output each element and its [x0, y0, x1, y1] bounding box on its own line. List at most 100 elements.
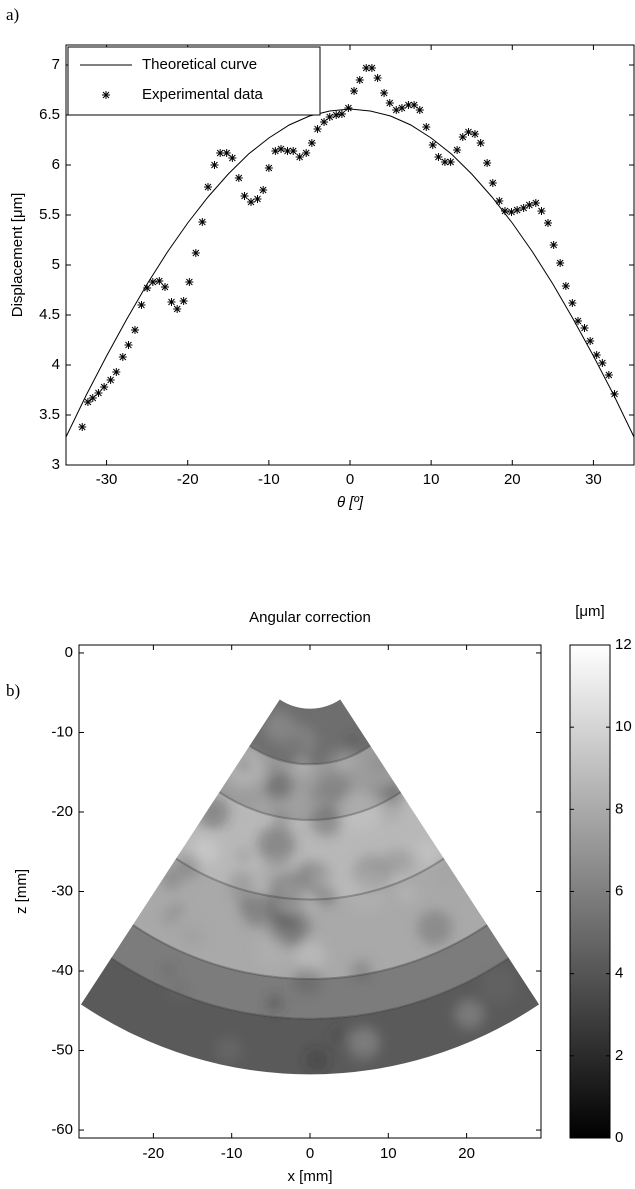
- map-blob: [350, 1046, 372, 1069]
- data-point: [204, 183, 212, 191]
- data-point: [592, 351, 601, 359]
- data-point: [446, 158, 455, 166]
- map-blob: [167, 977, 191, 1002]
- map-blob: [432, 855, 468, 891]
- data-point: [185, 278, 194, 286]
- colorbar-label: [μm]: [575, 603, 604, 620]
- colorbar-tick-label: 0: [615, 1129, 623, 1146]
- data-point: [380, 89, 389, 97]
- x-tick-label: -10: [221, 1145, 243, 1162]
- data-point: [410, 101, 419, 109]
- data-point: [397, 104, 406, 112]
- map-band: [80, 957, 540, 1075]
- map-blob: [312, 860, 333, 881]
- data-point: [302, 149, 311, 157]
- map-blob: [273, 810, 290, 827]
- map-blob: [196, 795, 230, 829]
- x-tick-label: 30: [585, 471, 602, 488]
- legend-label: Experimental data: [142, 86, 264, 103]
- map-blob: [265, 771, 294, 801]
- map-blob: [276, 721, 317, 762]
- data-point: [574, 317, 583, 325]
- data-point: [543, 219, 552, 227]
- data-point: [271, 147, 280, 155]
- y-axis-label: Displacement [μm]: [9, 193, 26, 318]
- data-point: [404, 101, 413, 109]
- y-tick-label: 6.5: [39, 106, 60, 123]
- y-tick-label: 7: [52, 56, 60, 73]
- y-tick-label: 5.5: [39, 206, 60, 223]
- map-blob: [320, 747, 360, 787]
- data-point: [507, 208, 516, 216]
- data-point: [598, 359, 607, 367]
- data-point: [392, 106, 401, 114]
- data-point: [385, 99, 394, 107]
- map-blob: [417, 910, 453, 946]
- x-axis-label: x [mm]: [288, 1168, 333, 1185]
- x-tick-label: 10: [380, 1145, 397, 1162]
- data-point: [173, 305, 182, 313]
- data-point: [83, 398, 92, 406]
- colorbar-tick-label: 2: [615, 1047, 623, 1064]
- y-tick-label: 0: [65, 644, 73, 661]
- map-blob: [454, 999, 485, 1030]
- map-blob: [162, 964, 175, 977]
- data-point: [137, 301, 146, 309]
- x-tick-label: 0: [346, 471, 354, 488]
- data-point: [537, 207, 546, 215]
- colorbar-tick-label: 4: [615, 965, 623, 982]
- map-blob: [348, 872, 386, 911]
- data-point: [355, 76, 364, 84]
- data-point: [519, 204, 528, 212]
- data-point: [307, 139, 316, 147]
- data-point: [78, 423, 87, 431]
- colorbar-tick-label: 8: [615, 800, 623, 817]
- x-tick-label: 20: [458, 1145, 475, 1162]
- y-tick-label: 3: [52, 456, 60, 473]
- data-point: [198, 218, 207, 226]
- colorbar-tick-label: 6: [615, 882, 623, 899]
- axes-frame: [65, 44, 635, 466]
- axes-frame: [78, 644, 542, 1139]
- map-seam: [248, 744, 372, 766]
- x-tick-label: 10: [423, 471, 440, 488]
- y-tick-label: 4.5: [39, 306, 60, 323]
- data-point: [415, 106, 424, 114]
- data-point: [94, 389, 103, 397]
- data-point: [561, 282, 570, 290]
- map-blob: [236, 848, 250, 862]
- data-point: [124, 341, 133, 349]
- data-point: [148, 278, 157, 286]
- map-blob: [257, 825, 296, 864]
- data-point: [580, 324, 589, 332]
- y-tick-label: -60: [51, 1121, 73, 1138]
- data-point: [332, 111, 341, 119]
- data-point: [464, 128, 473, 136]
- data-point: [325, 113, 334, 121]
- data-point: [295, 153, 304, 161]
- data-point: [337, 110, 346, 118]
- data-point: [118, 353, 127, 361]
- map-blob: [235, 894, 254, 913]
- y-tick-label: -50: [51, 1042, 73, 1059]
- panel-label: a): [6, 5, 19, 24]
- data-point: [470, 130, 479, 138]
- colorbar: [569, 644, 611, 1139]
- data-point: [586, 337, 595, 345]
- data-point: [476, 139, 485, 147]
- map-blob: [379, 799, 403, 824]
- data-point: [568, 299, 577, 307]
- data-point: [428, 141, 437, 149]
- y-axis-label: z [mm]: [13, 869, 30, 914]
- data-point: [373, 74, 382, 82]
- plot-area: [65, 64, 635, 438]
- data-point: [112, 368, 121, 376]
- y-tick-label: 3.5: [39, 406, 60, 423]
- data-point: [500, 207, 509, 215]
- legend-label: Theoretical curve: [142, 56, 257, 73]
- data-point: [453, 146, 462, 154]
- map-blob: [294, 940, 326, 972]
- panel-label: b): [6, 681, 20, 700]
- data-point: [277, 145, 286, 153]
- data-point: [525, 201, 534, 209]
